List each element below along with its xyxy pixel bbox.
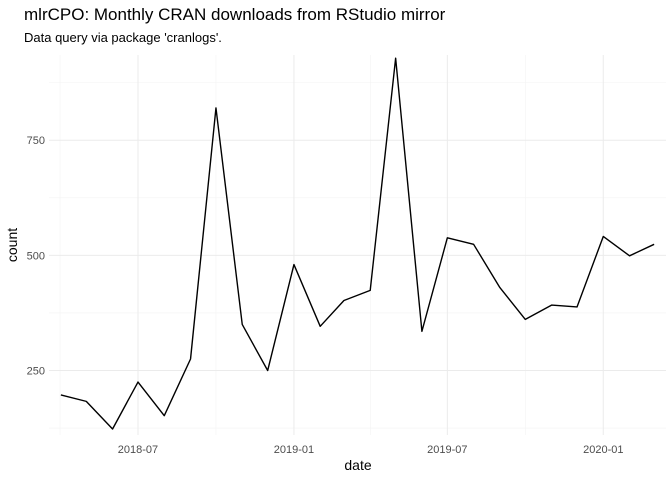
data-points [61,58,654,429]
y-tick-label: 500 [27,250,45,262]
chart-title: mlrCPO: Monthly CRAN downloads from RStu… [24,5,446,24]
chart-subtitle: Data query via package 'cranlogs'. [24,30,222,45]
x-tick-label: 2019-01 [274,444,314,456]
x-tick-label: 2019-07 [427,444,467,456]
tick-labels: 2018-07 2019-01 2019-07 2020-01 250 500 750 [27,135,624,456]
grid [49,55,666,435]
series-line [60,57,655,430]
x-tick-label: 2020-01 [583,444,623,456]
x-tick-label: 2018-07 [118,444,158,456]
x-axis-title: date [344,457,371,473]
y-axis-title: count [4,228,20,262]
y-tick-label: 750 [27,135,45,147]
y-tick-label: 250 [27,366,45,378]
